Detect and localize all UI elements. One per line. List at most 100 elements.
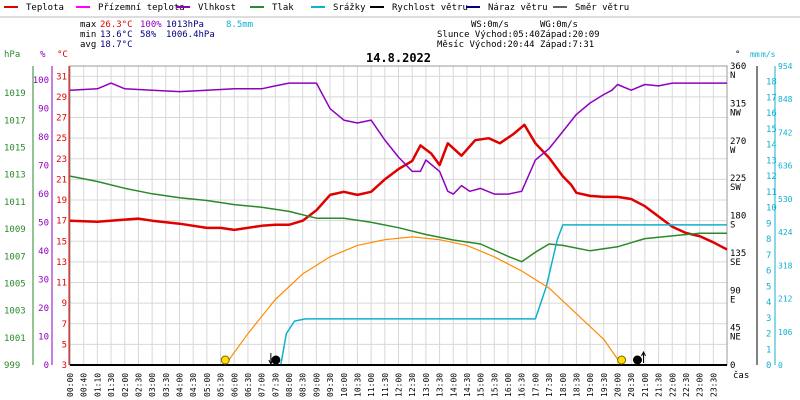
axis-label-celsius: °C <box>57 50 68 60</box>
tick-label-percent: 30 <box>38 276 49 286</box>
legend-label: Tlak <box>272 3 294 13</box>
tick-label-hpa: 1015 <box>4 144 26 154</box>
x-axis-title: čas <box>733 370 749 381</box>
tick-label-time: 21:00 <box>641 373 650 397</box>
tick-label-time: 08:30 <box>299 373 308 397</box>
tick-label-mm: 848 <box>778 95 793 104</box>
tick-label-time: 06:00 <box>230 373 239 397</box>
tick-label-ms: 0 <box>766 361 771 371</box>
tick-label-mm: 636 <box>778 162 793 171</box>
tick-label-mm: 954 <box>778 62 793 71</box>
chart-title: 14.8.2022 <box>366 51 431 65</box>
tick-label-time: 02:00 <box>121 373 130 397</box>
tick-label-celsius: 3 <box>62 361 67 371</box>
legend-label: Teplota <box>26 3 64 13</box>
sunset-icon <box>617 355 627 365</box>
tick-label-time: 16:00 <box>504 373 513 397</box>
tick-label-time: 13:00 <box>422 373 431 397</box>
tick-label-hpa: 1007 <box>4 252 26 262</box>
stat-min-temp: 13.6°C <box>100 30 133 40</box>
tick-label-ms: 8 <box>766 235 771 245</box>
tick-label-ms: 2 <box>766 330 771 340</box>
legend-label: Vlhkost <box>198 3 236 13</box>
tick-label-percent: 40 <box>38 247 49 257</box>
tick-label-mm: 106 <box>778 328 793 337</box>
tick-label-percent: 100 <box>33 76 49 86</box>
tick-label-percent: 50 <box>38 219 49 229</box>
tick-label-ms: 18 <box>766 78 777 88</box>
tick-label-time: 19:00 <box>586 373 595 397</box>
stat-sunset: Západ:20:09 <box>540 30 600 40</box>
tick-label-ms: 17 <box>766 93 777 103</box>
stat-min-label: min <box>80 30 96 40</box>
stat-max-label: max <box>80 20 97 30</box>
series-line-0 <box>69 123 728 251</box>
tick-label-ms: 10 <box>766 204 777 214</box>
tick-label-hpa: 1001 <box>4 334 26 344</box>
tick-label-ms: 5 <box>766 282 771 292</box>
tick-label-hpa: 1005 <box>4 279 26 289</box>
legend-label: Rychlost větru <box>392 3 468 13</box>
stat-max-hum: 100% <box>140 20 162 30</box>
tick-label-ms: 7 <box>766 251 771 261</box>
stat-sunrise: Slunce Východ:05:40 <box>437 30 540 40</box>
tick-label-degrees: 180 <box>730 212 746 222</box>
series-line-4 <box>224 236 623 366</box>
tick-label-time: 12:30 <box>408 373 417 397</box>
tick-label-degrees: 270 <box>730 137 746 147</box>
tick-label-time: 13:30 <box>436 373 445 397</box>
tick-label-direction: E <box>730 295 735 305</box>
tick-label-ms: 1 <box>766 345 771 355</box>
tick-label-ms: 16 <box>766 109 777 119</box>
tick-label-direction: SE <box>730 258 741 268</box>
tick-label-time: 17:00 <box>531 373 540 397</box>
tick-label-mm: 0 <box>778 361 783 370</box>
tick-label-percent: 80 <box>38 133 49 143</box>
tick-label-time: 02:30 <box>134 373 143 397</box>
tick-label-mm: 742 <box>778 128 793 137</box>
axis-label-mm: mm <box>750 50 760 59</box>
tick-label-time: 06:30 <box>244 373 253 397</box>
tick-label-time: 15:30 <box>490 373 499 397</box>
stat-min-press: 1006.4hPa <box>166 30 215 40</box>
tick-label-hpa: 1017 <box>4 116 26 126</box>
tick-label-direction: SW <box>730 183 741 193</box>
stat-max-temp: 26.3°C <box>100 20 133 30</box>
series-line-2 <box>69 175 727 263</box>
tick-label-time: 18:30 <box>572 373 581 397</box>
tick-label-degrees: 90 <box>730 286 741 296</box>
tick-label-time: 00:40 <box>80 373 89 397</box>
tick-label-celsius: 27 <box>56 114 67 124</box>
tick-label-ms: 9 <box>766 219 771 229</box>
tick-label-time: 00:00 <box>66 373 75 397</box>
tick-label-time: 10:30 <box>353 373 362 397</box>
series-line-1 <box>69 82 727 195</box>
tick-label-celsius: 15 <box>56 237 67 247</box>
stat-precip: 8.5mm <box>226 20 253 30</box>
tick-label-mm: 212 <box>778 295 793 304</box>
tick-label-hpa: 1019 <box>4 89 26 99</box>
tick-label-ms: 13 <box>766 156 777 166</box>
tick-label-percent: 0 <box>44 361 49 371</box>
tick-label-percent: 60 <box>38 190 49 200</box>
tick-label-mm: 318 <box>778 261 793 270</box>
tick-label-celsius: 31 <box>56 72 67 82</box>
tick-label-ms: 4 <box>766 298 771 308</box>
tick-label-degrees: 135 <box>730 249 746 259</box>
legend-label: Náraz větru <box>488 3 548 13</box>
tick-label-percent: 70 <box>38 162 49 172</box>
tick-label-time: 11:30 <box>381 373 390 397</box>
series-line-3 <box>70 224 727 366</box>
tick-label-direction: N <box>730 71 735 81</box>
tick-label-time: 04:30 <box>189 373 198 397</box>
tick-label-time: 22:30 <box>682 373 691 397</box>
tick-label-celsius: 23 <box>56 155 67 165</box>
axis-label-ms: m/s <box>761 50 776 59</box>
legend-label: Srážky <box>333 3 366 13</box>
tick-label-direction: NE <box>730 333 741 343</box>
sunrise-icon <box>220 355 230 365</box>
tick-label-hpa: 1003 <box>4 307 26 317</box>
stat-max-press: 1013hPa <box>166 20 204 30</box>
stat-min-hum: 58% <box>140 30 157 40</box>
